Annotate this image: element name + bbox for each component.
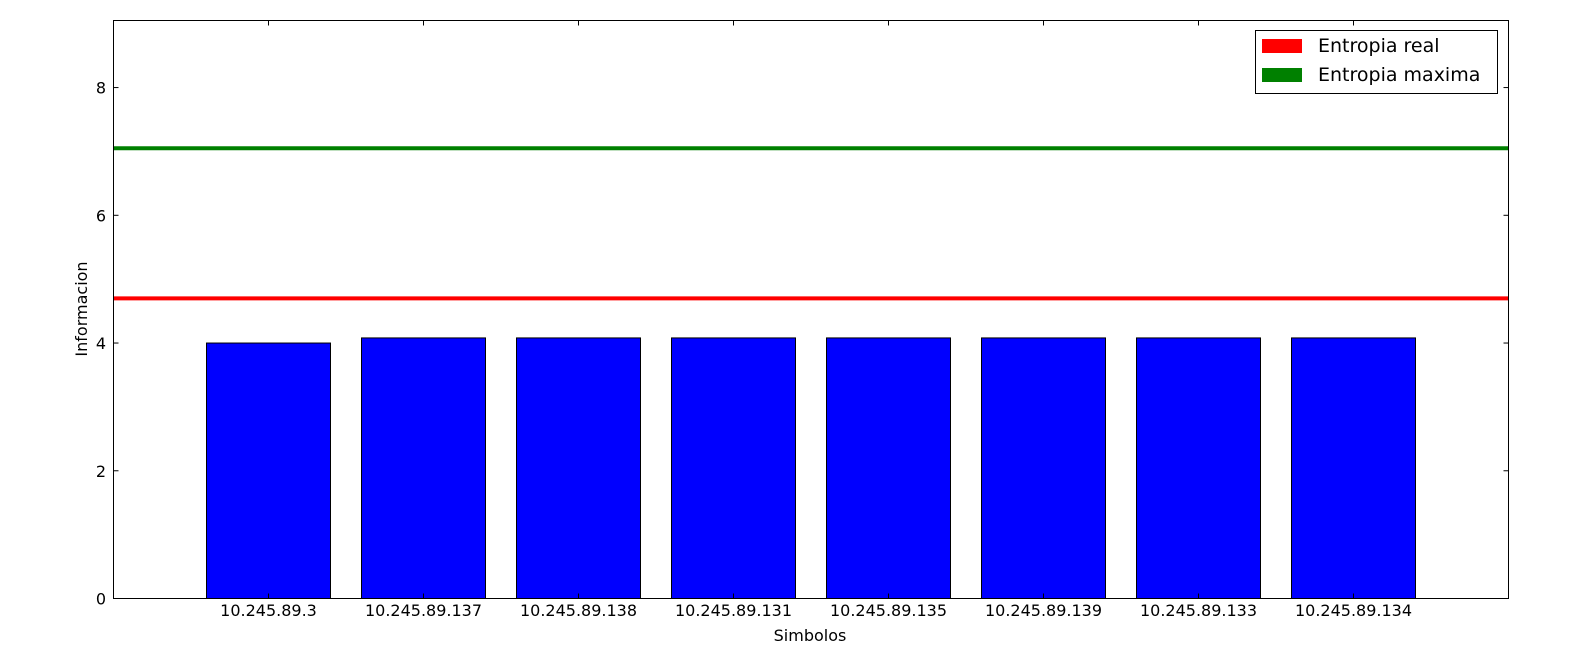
x-axis-ticks: 10.245.89.3 10.245.89.137 10.245.89.138 10.… [220,20,1412,620]
bar-10.245.89.134 [1291,337,1416,599]
y-axis-ticks: 0 2 4 6 8 [96,79,1509,609]
y-tick-label: 2 [96,462,106,481]
x-tick-label: 10.245.89.134 [1295,601,1412,620]
x-axis-label: Simbolos [774,626,847,645]
x-tick-label: 10.245.89.135 [830,601,947,620]
axes-frame [113,20,1509,599]
bar-10.245.89.137 [361,337,486,599]
x-tick-label: 10.245.89.138 [520,601,637,620]
y-axis-label: Informacion [72,261,91,356]
bars-group [206,337,1416,600]
x-tick-label: 10.245.89.137 [365,601,482,620]
y-tick-label: 6 [96,206,106,225]
bar-10.245.89.135 [826,337,951,599]
bar-10.245.89.139 [981,337,1106,599]
x-tick-label: 10.245.89.139 [985,601,1102,620]
legend: Entropia real Entropia maxima [1255,30,1498,94]
bar-10.245.89.138 [516,337,641,599]
bar-10.245.89.133 [1136,337,1261,599]
bar-10.245.89.3 [206,342,331,600]
y-tick-label: 8 [96,79,106,98]
y-tick-label: 0 [96,590,106,609]
legend-swatch-entropia-real [1262,39,1302,53]
legend-label-entropia-maxima: Entropia maxima [1318,64,1480,86]
x-tick-label: 10.245.89.3 [220,601,317,620]
legend-label-entropia-real: Entropia real [1318,35,1440,57]
reference-lines-group [113,146,1509,301]
x-tick-label: 10.245.89.131 [675,601,792,620]
y-tick-label: 4 [96,334,106,353]
legend-swatch-entropia-maxima [1262,68,1302,82]
bar-10.245.89.131 [671,337,796,599]
x-tick-label: 10.245.89.133 [1140,601,1257,620]
